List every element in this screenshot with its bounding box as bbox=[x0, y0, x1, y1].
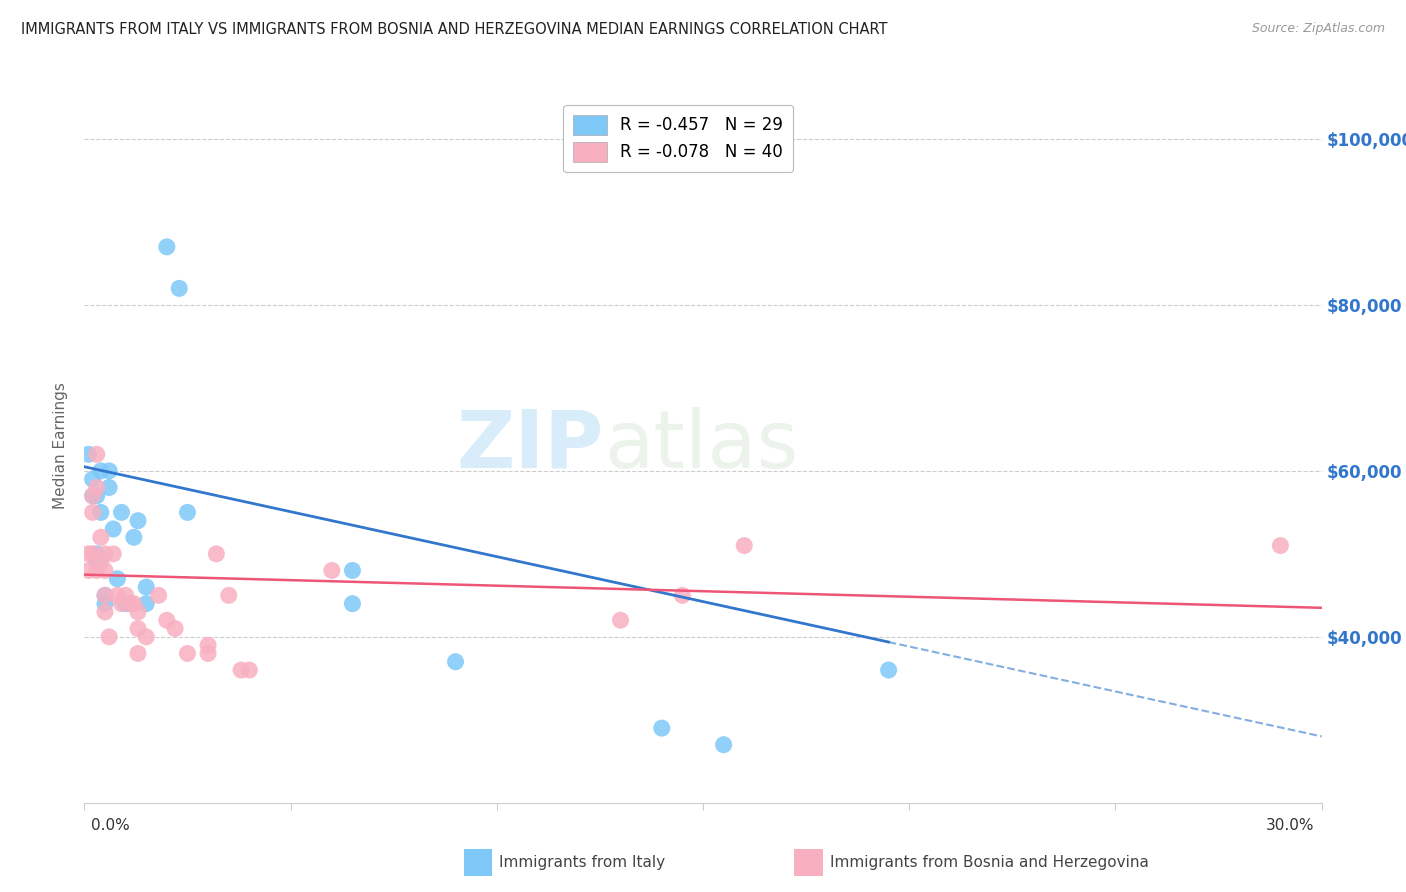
Point bbox=[98, 630, 121, 644]
Point bbox=[127, 647, 149, 661]
Point bbox=[122, 530, 145, 544]
Point bbox=[135, 580, 157, 594]
Point bbox=[82, 489, 104, 503]
Point bbox=[86, 489, 108, 503]
Point bbox=[94, 588, 117, 602]
Point bbox=[167, 281, 190, 295]
Point bbox=[98, 481, 121, 495]
Point bbox=[651, 721, 673, 735]
Point bbox=[229, 663, 252, 677]
Point bbox=[444, 655, 467, 669]
Point bbox=[205, 547, 228, 561]
Point bbox=[82, 489, 104, 503]
Point bbox=[135, 630, 157, 644]
Point bbox=[114, 597, 136, 611]
Point bbox=[609, 613, 631, 627]
Point bbox=[114, 588, 136, 602]
Point bbox=[122, 597, 145, 611]
Point bbox=[77, 564, 100, 578]
Point bbox=[90, 505, 112, 519]
Point bbox=[118, 597, 141, 611]
Legend: R = -0.457   N = 29, R = -0.078   N = 40: R = -0.457 N = 29, R = -0.078 N = 40 bbox=[564, 104, 793, 172]
Point bbox=[197, 638, 219, 652]
Point bbox=[1270, 539, 1292, 553]
Point bbox=[82, 472, 104, 486]
Point bbox=[77, 547, 100, 561]
Point bbox=[105, 572, 128, 586]
Point bbox=[176, 505, 198, 519]
Point bbox=[94, 605, 117, 619]
Point bbox=[148, 588, 170, 602]
Point bbox=[86, 564, 108, 578]
Point bbox=[671, 588, 693, 602]
Point bbox=[82, 505, 104, 519]
Point bbox=[90, 555, 112, 569]
Point bbox=[238, 663, 260, 677]
Point bbox=[342, 597, 364, 611]
Point bbox=[135, 597, 157, 611]
Point bbox=[127, 622, 149, 636]
Point bbox=[98, 464, 121, 478]
Text: Immigrants from Italy: Immigrants from Italy bbox=[499, 855, 665, 870]
Point bbox=[94, 547, 117, 561]
Point bbox=[110, 505, 132, 519]
Point bbox=[82, 547, 104, 561]
Point bbox=[86, 555, 108, 569]
Point bbox=[86, 481, 108, 495]
Point bbox=[94, 588, 117, 602]
Point bbox=[197, 647, 219, 661]
Point bbox=[103, 547, 125, 561]
Point bbox=[713, 738, 735, 752]
Point bbox=[86, 547, 108, 561]
Point bbox=[733, 539, 755, 553]
Text: Immigrants from Bosnia and Herzegovina: Immigrants from Bosnia and Herzegovina bbox=[830, 855, 1149, 870]
Point bbox=[90, 464, 112, 478]
Point bbox=[156, 613, 179, 627]
Text: Source: ZipAtlas.com: Source: ZipAtlas.com bbox=[1251, 22, 1385, 36]
Point bbox=[94, 564, 117, 578]
Text: 30.0%: 30.0% bbox=[1267, 818, 1315, 832]
Point bbox=[86, 447, 108, 461]
Point bbox=[218, 588, 240, 602]
Point bbox=[90, 530, 112, 544]
Point bbox=[342, 564, 364, 578]
Text: 0.0%: 0.0% bbox=[91, 818, 131, 832]
Text: atlas: atlas bbox=[605, 407, 799, 485]
Point bbox=[321, 564, 343, 578]
Y-axis label: Median Earnings: Median Earnings bbox=[53, 383, 69, 509]
Point bbox=[94, 597, 117, 611]
Text: IMMIGRANTS FROM ITALY VS IMMIGRANTS FROM BOSNIA AND HERZEGOVINA MEDIAN EARNINGS : IMMIGRANTS FROM ITALY VS IMMIGRANTS FROM… bbox=[21, 22, 887, 37]
Point bbox=[165, 622, 187, 636]
Point bbox=[877, 663, 900, 677]
Point bbox=[156, 240, 179, 254]
Point bbox=[77, 447, 100, 461]
Text: ZIP: ZIP bbox=[457, 407, 605, 485]
Point bbox=[127, 514, 149, 528]
Point bbox=[110, 597, 132, 611]
Point bbox=[176, 647, 198, 661]
Point bbox=[105, 588, 128, 602]
Point bbox=[103, 522, 125, 536]
Point bbox=[127, 605, 149, 619]
